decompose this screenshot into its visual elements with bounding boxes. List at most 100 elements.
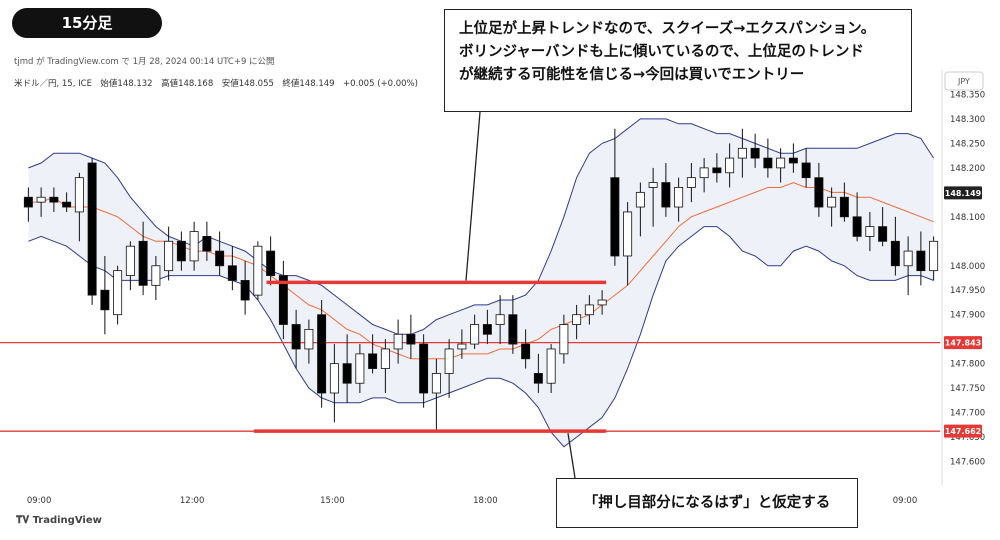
candle — [916, 231, 926, 286]
candle — [189, 221, 199, 271]
candle — [623, 202, 633, 286]
plot-area — [0, 111, 940, 479]
candle-body — [750, 147, 760, 159]
candle — [597, 290, 607, 315]
candle-body — [419, 343, 429, 394]
candle-body — [852, 216, 862, 237]
candle-body — [635, 191, 645, 208]
candle — [865, 211, 875, 252]
price-tick-label: 148.250 — [950, 139, 985, 149]
candle-body — [304, 328, 314, 350]
candle-body — [202, 235, 212, 252]
candle — [546, 344, 556, 394]
candle — [253, 241, 263, 301]
candle — [648, 167, 658, 227]
candle-body — [240, 280, 250, 301]
candle-body — [164, 240, 174, 272]
time-tick-label: 09:00 — [893, 496, 918, 506]
candle-body — [865, 226, 875, 237]
currency-button[interactable] — [944, 71, 984, 91]
candle — [176, 231, 186, 271]
candle-body — [890, 240, 900, 267]
candle — [737, 128, 747, 178]
candle — [725, 143, 735, 188]
candle — [827, 187, 837, 227]
price-tag-bg — [944, 336, 982, 350]
candle — [814, 162, 824, 217]
candle — [890, 216, 900, 276]
tradingview-text: TradingView — [32, 515, 102, 526]
note-line-1: 上位足が上昇トレンドなので、スクイーズ→エクスパンション。 — [459, 21, 876, 37]
candle-body — [62, 201, 72, 208]
candle-body — [878, 226, 888, 242]
candle-body — [814, 177, 824, 208]
note-line-3: が継続する可能性を信じる→今回は買いでエントリー — [459, 67, 805, 83]
candle-body — [393, 333, 403, 350]
tradingview-icon: 𝐓𝐕 — [16, 515, 33, 526]
entry-rationale-note: 上位足が上昇トレンドなので、スクイーズ→エクスパンション。 ボリンジャーバンドも… — [444, 9, 912, 112]
candle-body — [49, 196, 59, 203]
note-pointer-bottom — [567, 433, 576, 479]
candle — [776, 148, 786, 183]
price-tag: 147.843 — [944, 336, 982, 350]
candle — [113, 265, 123, 325]
candle-body — [457, 343, 467, 350]
candle-body — [215, 250, 225, 267]
candle — [100, 255, 110, 335]
candle — [23, 187, 33, 222]
candle-body — [291, 324, 301, 350]
candle-body — [278, 275, 288, 325]
candle — [559, 314, 569, 364]
candle-body — [623, 211, 633, 257]
candle — [329, 344, 339, 423]
candle — [431, 358, 441, 433]
bollinger-band-fill — [28, 118, 934, 447]
candle — [674, 177, 684, 222]
candle-body — [100, 289, 110, 311]
candle — [470, 314, 480, 349]
candle-body — [470, 324, 480, 345]
candle-body — [546, 348, 556, 384]
candle-body — [584, 304, 594, 316]
candle-body — [788, 157, 798, 164]
candle-body — [355, 353, 365, 384]
publish-info: tjmd が TradingView.com で 1月 28, 2024 00:… — [14, 57, 275, 67]
candle — [355, 344, 365, 394]
candle — [763, 138, 773, 178]
candle — [151, 255, 161, 301]
candle-body — [406, 333, 416, 345]
candle — [533, 353, 543, 394]
candle — [138, 221, 148, 296]
candle — [495, 295, 505, 345]
candle-body — [559, 324, 569, 355]
bollinger-lower-line — [28, 226, 934, 448]
candle-body — [329, 363, 339, 394]
candle — [661, 162, 671, 217]
price-tick-label: 147.600 — [950, 458, 985, 468]
candle — [215, 231, 225, 276]
candle — [202, 221, 212, 261]
candle — [291, 309, 301, 369]
candle-body — [253, 245, 263, 296]
candle — [699, 158, 709, 193]
candle — [852, 192, 862, 242]
candle — [750, 133, 760, 168]
candle — [482, 309, 492, 345]
candle-body — [266, 250, 276, 276]
candle-body — [712, 167, 722, 174]
candle-body — [737, 147, 747, 159]
candle-body — [176, 240, 186, 262]
candle-body — [725, 157, 735, 174]
candle — [610, 128, 620, 266]
candle-body — [533, 373, 543, 384]
candle — [839, 182, 849, 222]
note-line-2: ボリンジャーバンドも上に傾いているので、上位足のトレンド — [459, 44, 864, 60]
candle — [444, 339, 454, 398]
candle — [393, 319, 403, 364]
candle — [686, 162, 696, 203]
candle-body — [699, 167, 709, 179]
price-tick-label: 147.700 — [950, 409, 985, 419]
candle — [368, 334, 378, 374]
candle-body — [380, 348, 390, 369]
